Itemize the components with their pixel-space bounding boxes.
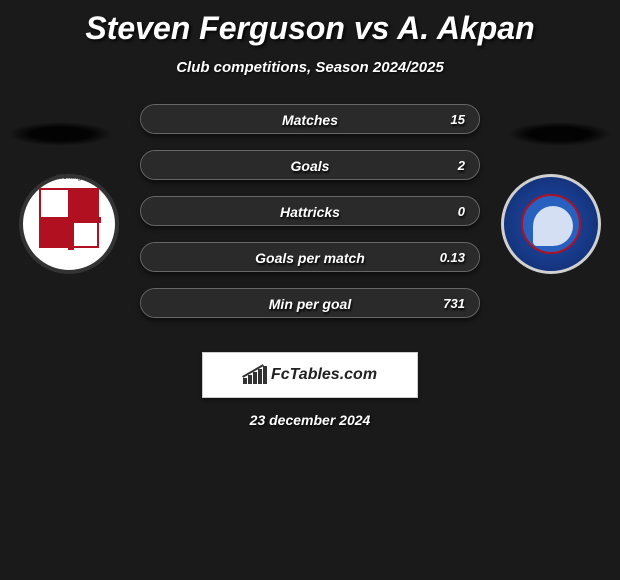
stat-row-min-per-goal: Min per goal 731 — [140, 288, 480, 318]
woking-shield: Woking — [39, 188, 99, 260]
club-logo-right — [501, 174, 601, 274]
phoenix-icon — [533, 206, 573, 246]
stat-label: Hattricks — [141, 197, 479, 226]
date-label: 23 december 2024 — [0, 412, 620, 428]
brand-name: FcTables.com — [271, 366, 377, 384]
stat-row-hattricks: Hattricks 0 — [140, 196, 480, 226]
stat-row-matches: Matches 15 — [140, 104, 480, 134]
stat-value-right: 731 — [443, 289, 465, 318]
stat-value-right: 0.13 — [440, 243, 465, 272]
brand-box[interactable]: FcTables.com — [202, 352, 418, 398]
stat-row-goals-per-match: Goals per match 0.13 — [140, 242, 480, 272]
player-left-shadow — [8, 122, 113, 146]
stat-label: Min per goal — [141, 289, 479, 318]
stat-label: Matches — [141, 105, 479, 134]
stats-column: Matches 15 Goals 2 Hattricks 0 Goals per… — [140, 104, 480, 334]
stat-value-right: 15 — [451, 105, 465, 134]
stat-value-right: 2 — [458, 151, 465, 180]
stat-value-right: 0 — [458, 197, 465, 226]
page-title: Steven Ferguson vs A. Akpan — [0, 0, 620, 47]
player-right-shadow — [507, 122, 612, 146]
stat-label: Goals — [141, 151, 479, 180]
aldershot-badge — [521, 194, 581, 254]
club-name-left: Woking — [39, 174, 99, 181]
club-logo-left: Woking — [19, 174, 119, 274]
stat-label: Goals per match — [141, 243, 479, 272]
stat-row-goals: Goals 2 — [140, 150, 480, 180]
page-subtitle: Club competitions, Season 2024/2025 — [0, 59, 620, 76]
chart-icon — [243, 366, 265, 384]
